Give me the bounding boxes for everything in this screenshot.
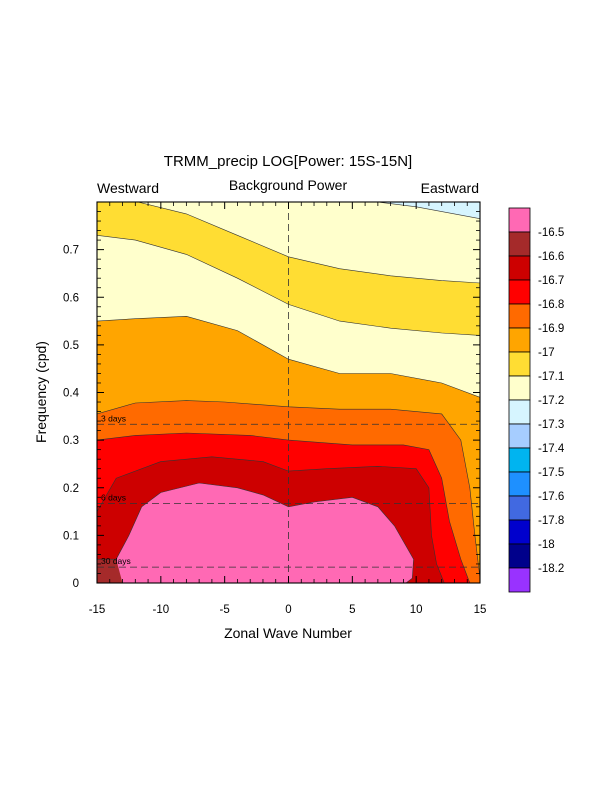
period-label: 6 days <box>101 493 126 503</box>
colorbar-swatch <box>508 519 531 545</box>
colorbar-swatch <box>508 567 531 593</box>
contour-fills <box>97 202 480 583</box>
contour-line--16.7 <box>97 432 471 583</box>
colorbar-swatch <box>508 255 531 281</box>
colorbar: -16.5 -16.6 -16.7 -16.8 -16.9 -17 -17.1 -17.2 -1… <box>508 207 565 593</box>
colorbar-label: -16.8 <box>538 299 564 311</box>
colorbar-label: -17.5 <box>538 467 564 479</box>
colorbar-label: -17.6 <box>538 491 564 503</box>
y-tick-label: 0.3 <box>63 435 79 447</box>
colorbar-swatch <box>508 351 531 377</box>
y-tick-label: 0.5 <box>63 340 79 352</box>
y-tick-label: 0.4 <box>63 388 80 400</box>
chart-title: TRMM_precip LOG[Power: 15S-15N] <box>164 153 412 170</box>
colorbar-swatch <box>508 447 531 473</box>
colorbar-label: -18 <box>538 539 555 551</box>
x-axis-label: Zonal Wave Number <box>224 625 352 641</box>
colorbar-swatch <box>508 231 531 257</box>
y-axis-label: Frequency (cpd) <box>33 341 49 443</box>
colorbar-swatch <box>508 327 531 353</box>
colorbar-label: -17.3 <box>538 419 564 431</box>
fill-region-17.2-to-17.1-top <box>97 202 480 283</box>
x-tick-label: 15 <box>474 604 487 616</box>
colorbar-swatch <box>508 279 531 305</box>
y-tick-label: 0.6 <box>63 292 79 304</box>
x-tick-label: 0 <box>285 604 291 616</box>
reference-lines: 3 days 6 days 30 days <box>97 202 480 583</box>
colorbar-label: -17 <box>538 347 555 359</box>
x-tick-label: -15 <box>89 604 106 616</box>
y-tick-label: 0.2 <box>63 483 79 495</box>
x-tick-label: -5 <box>220 604 230 616</box>
x-tick-label: -10 <box>153 604 170 616</box>
colorbar-label: -18.2 <box>538 563 564 575</box>
x-tick-label: 5 <box>349 604 355 616</box>
y-axis: 0 0.1 0.2 0.3 0.4 0.5 0.6 0.7 <box>63 211 480 590</box>
subtitle-eastward: Eastward <box>421 180 479 196</box>
contour-line--16.8 <box>97 400 480 579</box>
colorbar-swatch <box>508 471 531 497</box>
period-label: 3 days <box>101 413 126 423</box>
y-tick-label: 0 <box>73 578 79 590</box>
colorbar-label: -17.8 <box>538 515 564 527</box>
contour-line--16.5 <box>97 482 414 583</box>
colorbar-swatch <box>508 207 531 233</box>
colorbar-swatch <box>508 303 531 329</box>
colorbar-swatch <box>508 543 531 569</box>
y-tick-label: 0.1 <box>63 530 79 542</box>
colorbar-label: -17.1 <box>538 371 564 383</box>
y-tick-label: 0.7 <box>63 245 79 257</box>
colorbar-label: -17.2 <box>538 395 564 407</box>
fill-region-above-16.5 <box>116 483 414 583</box>
colorbar-label: -16.6 <box>538 251 564 263</box>
period-label: 30 days <box>101 556 131 566</box>
colorbar-label: -16.7 <box>538 275 564 287</box>
colorbar-label: -17.4 <box>538 443 565 455</box>
subtitle-background-power: Background Power <box>229 177 348 193</box>
colorbar-swatch <box>508 399 531 425</box>
contour-line--17.1 <box>137 202 480 284</box>
x-axis: -15 -10 -5 0 5 10 15 <box>89 202 487 616</box>
contour-line--16.6 <box>97 456 445 583</box>
colorbar-label: -16.9 <box>538 323 564 335</box>
x-tick-label: 10 <box>410 604 423 616</box>
colorbar-label: -16.5 <box>538 227 564 239</box>
contour-line--17.2 <box>377 202 480 219</box>
colorbar-swatch <box>508 423 531 449</box>
colorbar-swatch <box>508 375 531 401</box>
subtitle-westward: Westward <box>97 180 159 196</box>
colorbar-swatch <box>508 495 531 521</box>
